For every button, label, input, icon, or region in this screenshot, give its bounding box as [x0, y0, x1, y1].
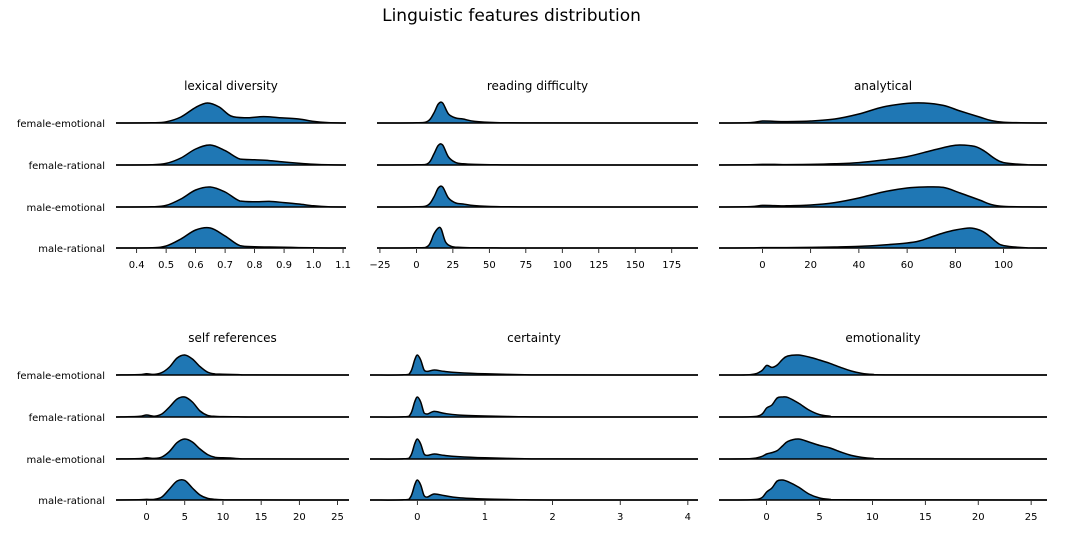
- x-tick-label: 0.8: [247, 260, 263, 271]
- x-tick-label: 20: [972, 512, 985, 523]
- x-tick-label: 60: [901, 260, 914, 271]
- x-tick-label: 15: [255, 512, 268, 523]
- x-tick-label: 1.0: [306, 260, 322, 271]
- ridge-area-female-rational: [377, 143, 698, 165]
- ridge-line-male-emotional: [115, 186, 347, 208]
- ridge-line-female-rational: [115, 144, 347, 166]
- x-tick-label: 0.6: [188, 260, 204, 271]
- x-tick-label: 4: [685, 512, 691, 523]
- x-tick-label: 0: [759, 260, 765, 271]
- x-tick-label: 0: [143, 512, 149, 523]
- panel-1: reading difficulty −25 0 25 50 75 100 125 150 175: [369, 79, 699, 271]
- panel-title: emotionality: [845, 331, 920, 345]
- ridge-area-female-emotional: [116, 102, 346, 123]
- x-tick-label: 40: [853, 260, 866, 271]
- category-label: female-emotional: [17, 371, 105, 382]
- x-tick-label: −25: [369, 260, 390, 271]
- ridge-line-male-emotional: [376, 185, 699, 208]
- ridge-area-male-rational: [116, 479, 349, 500]
- x-tick-label: 2: [549, 512, 555, 523]
- ridge-area-female-rational: [719, 144, 1047, 165]
- x-tick-label: 0.7: [217, 260, 233, 271]
- ridge-area-female-emotional: [719, 354, 1047, 376]
- x-tick-label: 1: [482, 512, 488, 523]
- x-tick-label: 100: [553, 260, 572, 271]
- panel-title: certainty: [507, 331, 561, 345]
- x-tick-label: 15: [919, 512, 932, 523]
- ridge-line-female-emotional: [376, 101, 699, 124]
- x-tick-label: 10: [217, 512, 230, 523]
- category-label: male-rational: [38, 496, 105, 507]
- x-tick-label: 0.4: [129, 260, 145, 271]
- panel-4: certainty 0 1 2 3 4: [369, 331, 699, 523]
- ridge-area-male-rational: [377, 227, 698, 249]
- ridge-area-male-emotional: [719, 186, 1047, 207]
- x-tick-label: 0: [414, 512, 420, 523]
- x-tick-label: 5: [182, 512, 188, 523]
- ridge-line-male-emotional: [718, 186, 1048, 208]
- category-label: female-rational: [29, 413, 105, 424]
- x-tick-label: 80: [949, 260, 962, 271]
- ridge-area-male-rational: [719, 228, 1047, 248]
- ridge-line-male-emotional: [115, 438, 350, 460]
- x-tick-label: 25: [447, 260, 460, 271]
- x-tick-label: 20: [293, 512, 306, 523]
- ridge-line-female-rational: [376, 143, 699, 166]
- x-tick-label: 0.5: [158, 260, 174, 271]
- x-tick-label: 125: [589, 260, 608, 271]
- ridge-area-female-emotional: [719, 102, 1047, 123]
- category-label: male-rational: [38, 244, 105, 255]
- ridge-line-female-emotional: [718, 102, 1048, 124]
- x-tick-label: 3: [617, 512, 623, 523]
- panel-2: analytical 0 20 40 60 80 100: [718, 79, 1048, 271]
- ridge-area-female-emotional: [116, 354, 349, 375]
- ridge-area-male-emotional: [377, 186, 698, 208]
- category-label: female-emotional: [17, 119, 105, 130]
- category-label: female-rational: [29, 161, 105, 172]
- ridge-line-male-emotional: [718, 438, 1048, 460]
- figure-title: Linguistic features distribution: [382, 6, 641, 26]
- ridge-area-male-rational: [719, 479, 1047, 501]
- ridge-area-male-emotional: [719, 438, 1047, 459]
- x-tick-label: 150: [626, 260, 645, 271]
- ridge-area-male-emotional: [116, 186, 346, 207]
- x-tick-label: 0: [763, 512, 769, 523]
- panel-3: self references female-emotional female-ra…: [17, 331, 350, 523]
- ridge-line-female-emotional: [115, 102, 347, 124]
- panel-title: reading difficulty: [487, 79, 588, 93]
- x-tick-label: 1.1: [335, 260, 351, 271]
- category-label: male-emotional: [27, 455, 105, 466]
- x-tick-label: 25: [331, 512, 344, 523]
- ridge-line-female-emotional: [718, 354, 1048, 376]
- panel-0: lexical diversity female-emotional female-…: [17, 79, 351, 271]
- x-tick-label: 100: [994, 260, 1013, 271]
- x-tick-label: 175: [662, 260, 681, 271]
- ridge-area-female-rational: [719, 396, 1047, 418]
- x-tick-label: 0: [413, 260, 419, 271]
- x-tick-label: 10: [866, 512, 879, 523]
- ridge-line-female-emotional: [115, 354, 350, 376]
- panel-5: emotionality 0 5 10 15 20 25: [718, 331, 1048, 523]
- x-tick-label: 5: [816, 512, 822, 523]
- ridge-area-female-emotional: [377, 102, 698, 124]
- ridge-area-male-rational: [116, 227, 346, 249]
- ridge-line-female-rational: [115, 396, 350, 418]
- panel-title: self references: [188, 331, 277, 345]
- x-tick-label: 0.9: [276, 260, 292, 271]
- x-tick-label: 75: [519, 260, 532, 271]
- x-tick-label: 50: [483, 260, 496, 271]
- ridge-line-male-rational: [115, 478, 350, 501]
- ridge-line-male-rational: [376, 226, 699, 249]
- panel-title: lexical diversity: [184, 79, 278, 93]
- ridge-area-female-rational: [116, 396, 349, 417]
- x-tick-label: 25: [1025, 512, 1038, 523]
- panel-title: analytical: [854, 79, 912, 93]
- ridge-area-male-emotional: [116, 438, 349, 459]
- x-tick-label: 20: [804, 260, 817, 271]
- category-label: male-emotional: [27, 203, 105, 214]
